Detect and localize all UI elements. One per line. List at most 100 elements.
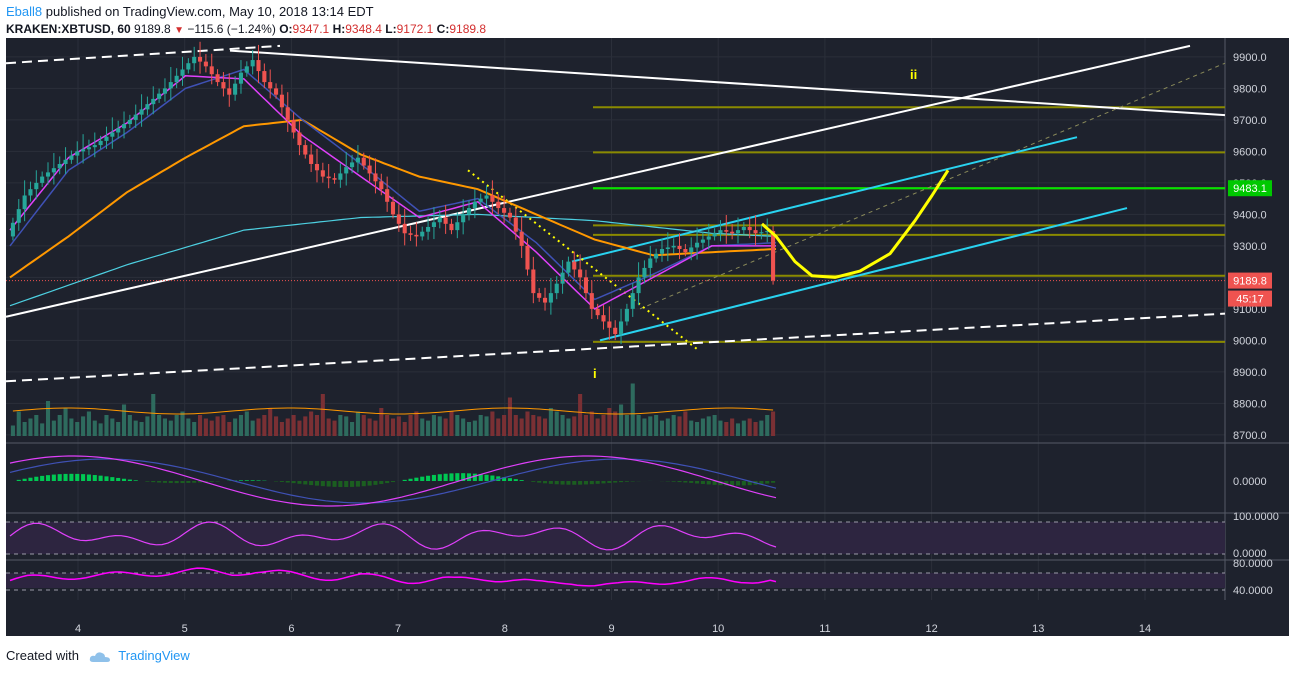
- volume-bar: [151, 394, 156, 436]
- macd-histogram-bar: [589, 481, 594, 485]
- volume-bar: [677, 416, 682, 436]
- dotted-downtrend: [467, 169, 699, 351]
- volume-bar: [45, 401, 51, 436]
- macd-histogram-bar: [431, 474, 436, 481]
- volume-bar: [472, 420, 477, 436]
- candle-body: [689, 247, 694, 253]
- countdown-tag-bg: [1228, 290, 1272, 307]
- macd-histogram-bar: [344, 481, 349, 488]
- candle-body: [45, 172, 51, 177]
- macd-histogram-bar: [244, 480, 249, 481]
- candle-body: [455, 222, 460, 231]
- volume-bar: [355, 411, 360, 436]
- candle-body: [274, 88, 279, 95]
- candle-body: [478, 198, 483, 202]
- macd-histogram-bar: [765, 481, 770, 484]
- volume-bar: [168, 420, 173, 436]
- volume-bar: [531, 415, 536, 436]
- candle-body: [618, 321, 624, 335]
- footer: Created with TradingView: [6, 648, 190, 663]
- macd-histogram-bar: [560, 481, 565, 485]
- macd-histogram-bar: [583, 481, 589, 485]
- volume-bar: [443, 418, 448, 436]
- tradingview-link[interactable]: TradingView: [118, 648, 190, 663]
- volume-bar: [390, 418, 396, 436]
- volume-bar: [589, 411, 594, 436]
- macd-histogram-bar: [426, 475, 431, 481]
- volume-bar: [332, 420, 337, 436]
- y-tick-label: 9800.0: [1233, 83, 1267, 95]
- volume-bar: [712, 415, 717, 436]
- candle-body: [16, 209, 21, 223]
- macd-histogram-bar: [133, 480, 138, 481]
- candle-body: [461, 214, 466, 223]
- macd-histogram-bar: [40, 475, 45, 481]
- volume-bar: [478, 415, 483, 436]
- volume-bar: [665, 418, 670, 436]
- volume-bar: [291, 415, 296, 436]
- candle-body: [40, 176, 45, 183]
- volume-bar: [162, 418, 168, 436]
- macd-histogram-bar: [367, 481, 372, 486]
- macd-histogram-bar: [98, 475, 103, 481]
- candle-body: [741, 226, 746, 231]
- candle-body: [531, 269, 536, 294]
- volume-bar: [361, 415, 366, 436]
- candle-body: [420, 231, 425, 237]
- macd-histogram-bar: [168, 481, 173, 484]
- y-tick-label: 9900.0: [1233, 52, 1267, 64]
- price-chart[interactable]: 4 5 6 7 8 9 10 11 12 13 14 9900.0 9800.0 9700.0 9600.0…: [0, 38, 1289, 640]
- candle-body: [309, 154, 314, 164]
- volume-bar: [607, 408, 612, 436]
- candle-body: [203, 61, 208, 67]
- macd-histogram-bar: [69, 473, 74, 481]
- candle-body: [560, 272, 565, 284]
- candle-body: [677, 245, 682, 250]
- volume-bar: [344, 416, 349, 436]
- volume-bar: [624, 415, 629, 436]
- candle-body: [86, 147, 91, 150]
- author-link[interactable]: Eball8: [6, 4, 43, 19]
- macd-histogram-bar: [127, 479, 132, 481]
- candle-body: [385, 189, 390, 202]
- candle-body: [735, 230, 741, 234]
- volume-bar: [215, 416, 220, 436]
- candle-body: [408, 233, 413, 235]
- candle-body: [671, 245, 676, 248]
- macd-histogram-bar: [618, 481, 624, 483]
- volume-bar: [502, 415, 507, 436]
- macd-histogram-bar: [478, 474, 483, 481]
- candle-body: [268, 82, 273, 89]
- candle-body: [566, 261, 571, 273]
- macd-histogram-bar: [186, 481, 191, 483]
- volume-bar: [40, 423, 45, 436]
- macd-histogram-bar: [209, 481, 214, 482]
- rsi-band: [6, 573, 1225, 588]
- candle-body: [285, 107, 290, 120]
- volume-bar: [268, 408, 273, 436]
- candle-body: [233, 83, 238, 95]
- candle-body: [227, 88, 232, 95]
- candle-body: [695, 242, 700, 248]
- volume-bar: [86, 411, 91, 436]
- volume-bar: [174, 415, 179, 436]
- macd-histogram-bar: [279, 481, 284, 482]
- x-tick-label: 5: [182, 623, 188, 635]
- countdown-tag: 45:17: [1236, 294, 1264, 306]
- macd-histogram-bar: [22, 478, 27, 481]
- rsi-line: [9, 567, 777, 587]
- macd-histogram-bar: [104, 476, 109, 481]
- macd-histogram-bar: [174, 481, 179, 484]
- candle-body: [642, 267, 647, 278]
- macd-histogram-bar: [297, 481, 302, 484]
- volume-bar: [203, 418, 208, 436]
- macd-histogram-bar: [455, 473, 460, 481]
- macd-histogram-bar: [683, 481, 688, 483]
- y-tick-label: 9700.0: [1233, 115, 1267, 127]
- x-tick-label: 4: [75, 623, 81, 635]
- candle-body: [209, 66, 214, 75]
- candle-body: [221, 82, 226, 89]
- candle-body: [426, 226, 431, 232]
- candle-body: [414, 234, 419, 237]
- plot-background: [6, 38, 1225, 600]
